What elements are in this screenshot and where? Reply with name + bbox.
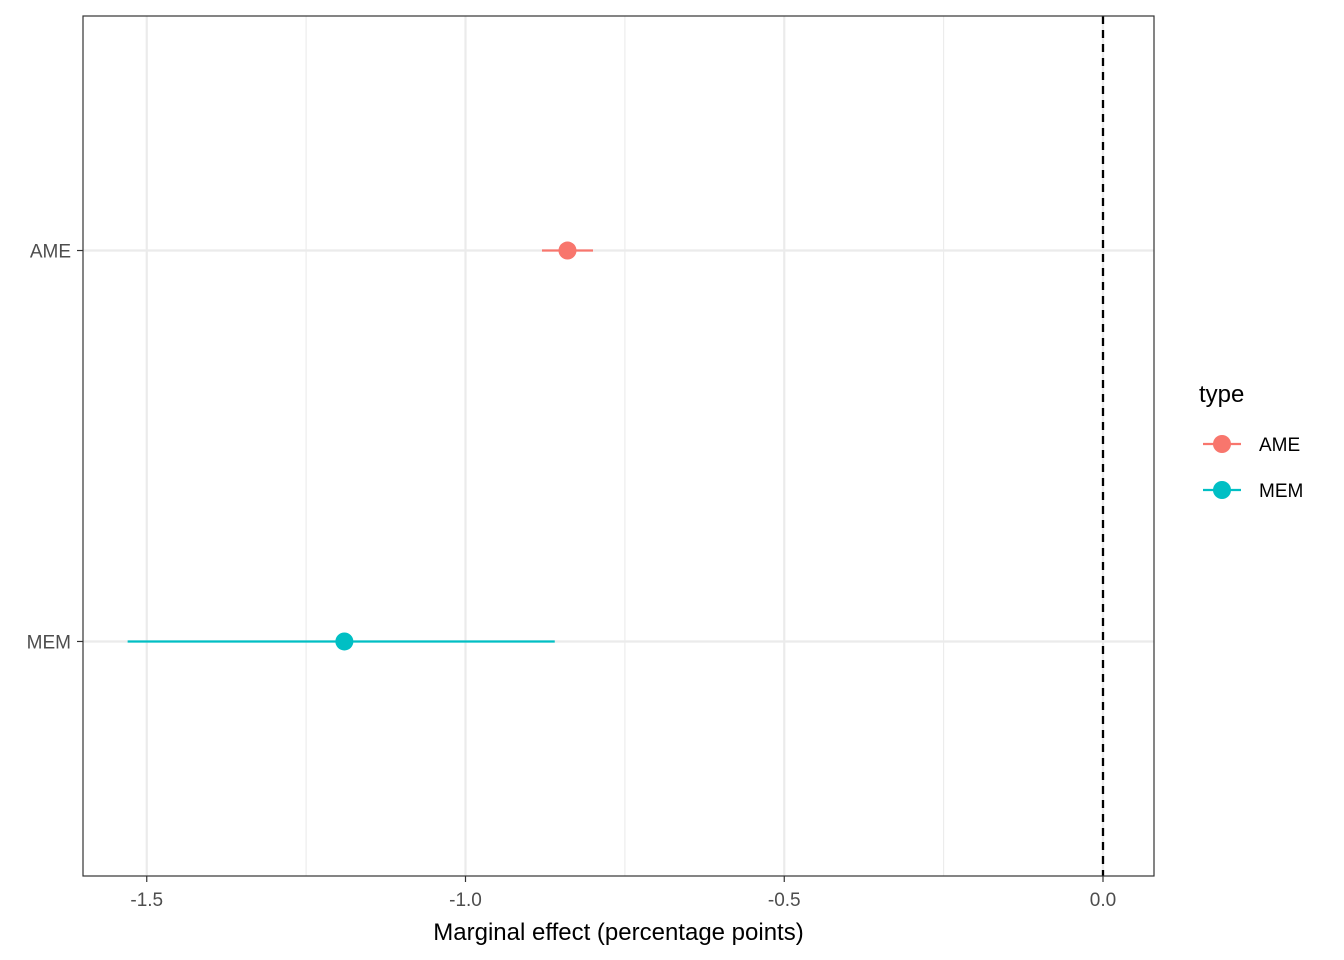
- y-tick-label: AME: [30, 242, 71, 263]
- panel-border: [82, 15, 1155, 877]
- legend-title: type: [1199, 381, 1244, 408]
- y-tick-label: MEM: [27, 632, 71, 653]
- point-ame: [558, 241, 577, 260]
- x-tick-label: 0.0: [1090, 890, 1116, 911]
- x-tick-label: -1.5: [130, 890, 163, 911]
- x-axis: -1.5 -1.0 -0.5 0.0: [130, 876, 1116, 911]
- y-axis: AME MEM: [27, 242, 83, 653]
- data-marks: [127, 241, 593, 651]
- legend-label-ame: AME: [1259, 435, 1300, 456]
- x-axis-title: Marginal effect (percentage points): [433, 919, 803, 946]
- x-tick-label: -0.5: [768, 890, 801, 911]
- legend-label-mem: MEM: [1259, 481, 1303, 502]
- point-mem: [335, 632, 354, 651]
- x-tick-label: -1.0: [449, 890, 482, 911]
- legend: type AME MEM: [1199, 381, 1303, 502]
- legend-key-point-mem: [1213, 481, 1231, 499]
- legend-key-point-ame: [1213, 435, 1231, 453]
